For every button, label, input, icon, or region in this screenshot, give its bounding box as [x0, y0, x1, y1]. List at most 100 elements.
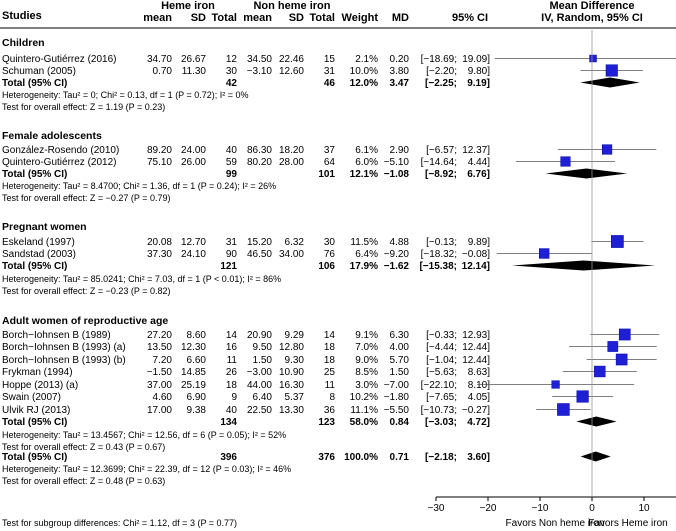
effect-square: [605, 64, 618, 77]
cell-mean-nonheme: 6.40: [253, 392, 273, 403]
effect-square: [551, 380, 560, 389]
cell-sd-heme: 8.60: [187, 330, 207, 341]
overall-total-label: Total (95% CI): [2, 452, 67, 463]
cell-sd-heme: 14.85: [181, 367, 206, 378]
cell-total-nonheme: 18: [324, 342, 336, 353]
cell-ci-upper: 12.93]: [462, 330, 490, 341]
study-name: Hoppe (2013) (a): [2, 380, 78, 391]
cell-ci-lower: [−10.73;: [421, 405, 457, 416]
heterogeneity-text: Heterogeneity: Tau² = 85.0241; Chi² = 7.…: [2, 274, 281, 284]
table-header: Studies Heme iron Non heme iron mean SD …: [0, 0, 676, 29]
cell-ci-lower: [−4.44;: [426, 342, 457, 353]
cell-mean-heme: 0.70: [153, 66, 173, 77]
study-name: Borch−Iohnsen B (1993) (a): [2, 342, 126, 353]
effect-square: [611, 235, 624, 248]
cell-sd-nonheme: 28.00: [279, 157, 304, 168]
cell-ci-upper: 4.72]: [467, 417, 490, 428]
cell-ci-upper: 8.63]: [468, 367, 490, 378]
cell-sd-heme: 6.90: [187, 392, 207, 403]
study-name: Eskeland (1997): [2, 237, 75, 248]
header-sd-2: SD: [289, 12, 304, 24]
cell-sd-heme: 12.70: [181, 237, 206, 248]
cell-sd-heme: 24.00: [181, 145, 206, 156]
cell-total-nonheme: 8: [329, 392, 335, 403]
cell-md: −7.00: [384, 380, 410, 391]
cell-total-nonheme: 76: [324, 249, 336, 260]
cell-sd-nonheme: 18.20: [279, 145, 304, 156]
subtotal-md: −1.08: [384, 169, 410, 180]
cell-ci-lower: [−6.57;: [426, 145, 457, 156]
cell-sd-nonheme: 9.30: [285, 355, 305, 366]
header-plot-title: Mean Difference: [550, 0, 635, 12]
header-weight: Weight: [342, 12, 379, 24]
cell-total-nonheme: 31: [324, 66, 336, 77]
header-plot-subtitle: IV, Random, 95% CI: [541, 12, 643, 24]
overall-effect-total-text: Test for overall effect: Z = 0.48 (P = 0…: [2, 476, 165, 486]
cell-md: 1.50: [390, 367, 410, 378]
overall-weight: 100.0%: [344, 452, 378, 463]
cell-sd-heme: 24.10: [181, 249, 206, 260]
cell-ci-lower: [−18.69;: [421, 54, 457, 65]
cell-sd-nonheme: 6.32: [285, 237, 305, 248]
cell-ci-lower: [−5.63;: [426, 367, 457, 378]
cell-ci-upper: 19.09]: [462, 54, 490, 65]
cell-md: 0.20: [390, 54, 410, 65]
cell-ci-upper: 4.44]: [468, 157, 490, 168]
cell-total-nonheme: 64: [324, 157, 336, 168]
cell-md: 2.90: [390, 145, 410, 156]
subtotal-n-heme: 99: [226, 169, 238, 180]
effect-square: [538, 248, 550, 259]
cell-total-nonheme: 18: [324, 355, 336, 366]
cell-ci-upper: −0.08]: [462, 249, 490, 260]
plot-area: −30−20−100102030Favors Non heme ironFavo…: [428, 30, 676, 529]
favors-right-label: Favors Heme iron: [588, 518, 667, 529]
cell-sd-nonheme: 13.30: [279, 405, 304, 416]
cell-ci-upper: 12.44]: [462, 355, 490, 366]
header-total-1: Total: [212, 12, 237, 24]
cell-ci-upper: 12.37]: [462, 145, 490, 156]
heterogeneity-text: Heterogeneity: Tau² = 13.4567; Chi² = 12…: [2, 430, 286, 440]
cell-mean-nonheme: 34.50: [247, 54, 272, 65]
study-name: González-Rosendo (2010): [2, 145, 119, 156]
cell-mean-nonheme: −3.10: [247, 66, 273, 77]
header-mean-1: mean: [143, 12, 172, 24]
subtotal-md: 3.47: [390, 78, 410, 89]
cell-ci-lower: [−0.13;: [426, 237, 457, 248]
cell-total-nonheme: 14: [324, 330, 336, 341]
cell-ci-lower: [−15.38;: [419, 261, 457, 272]
subtotal-n-nonheme: 46: [324, 78, 336, 89]
subtotal-diamond: [512, 260, 656, 271]
cell-total-heme: 40: [226, 405, 238, 416]
cell-mean-nonheme: 9.50: [253, 342, 273, 353]
cell-ci-lower: [−8.92;: [425, 169, 457, 180]
subtotal-weight: 58.0%: [350, 417, 378, 428]
cell-md: −5.50: [384, 405, 410, 416]
cell-sd-nonheme: 34.00: [279, 249, 304, 260]
effect-square: [576, 390, 589, 403]
header-sd-1: SD: [191, 12, 206, 24]
subtotal-md: 0.84: [390, 417, 410, 428]
heterogeneity-text: Heterogeneity: Tau² = 8.4700; Chi² = 1.3…: [2, 181, 276, 191]
subtotal-label: Total (95% CI): [2, 78, 67, 89]
cell-mean-heme: 13.50: [147, 342, 172, 353]
x-tick-label: −10: [532, 503, 549, 514]
subtotal-n-nonheme: 101: [318, 169, 335, 180]
cell-mean-nonheme: 20.90: [247, 330, 272, 341]
cell-md: −1.80: [384, 392, 410, 403]
cell-md: 4.88: [390, 237, 410, 248]
subtotal-label: Total (95% CI): [2, 261, 67, 272]
subtotal-n-heme: 121: [220, 261, 237, 272]
cell-total-heme: 40: [226, 145, 238, 156]
header-total-2: Total: [310, 12, 335, 24]
effect-square: [601, 144, 613, 155]
subtotal-label: Total (95% CI): [2, 169, 67, 180]
cell-ci-lower: [−2.18;: [425, 452, 457, 463]
cell-sd-nonheme: 5.37: [285, 392, 305, 403]
cell-ci-lower: [−3.03;: [425, 417, 457, 428]
cell-mean-heme: 34.70: [147, 54, 172, 65]
cell-total-heme: 9: [231, 392, 237, 403]
cell-total-nonheme: 25: [324, 367, 336, 378]
overall-md: 0.71: [390, 452, 410, 463]
cell-ci-upper: 8.10]: [468, 380, 490, 391]
